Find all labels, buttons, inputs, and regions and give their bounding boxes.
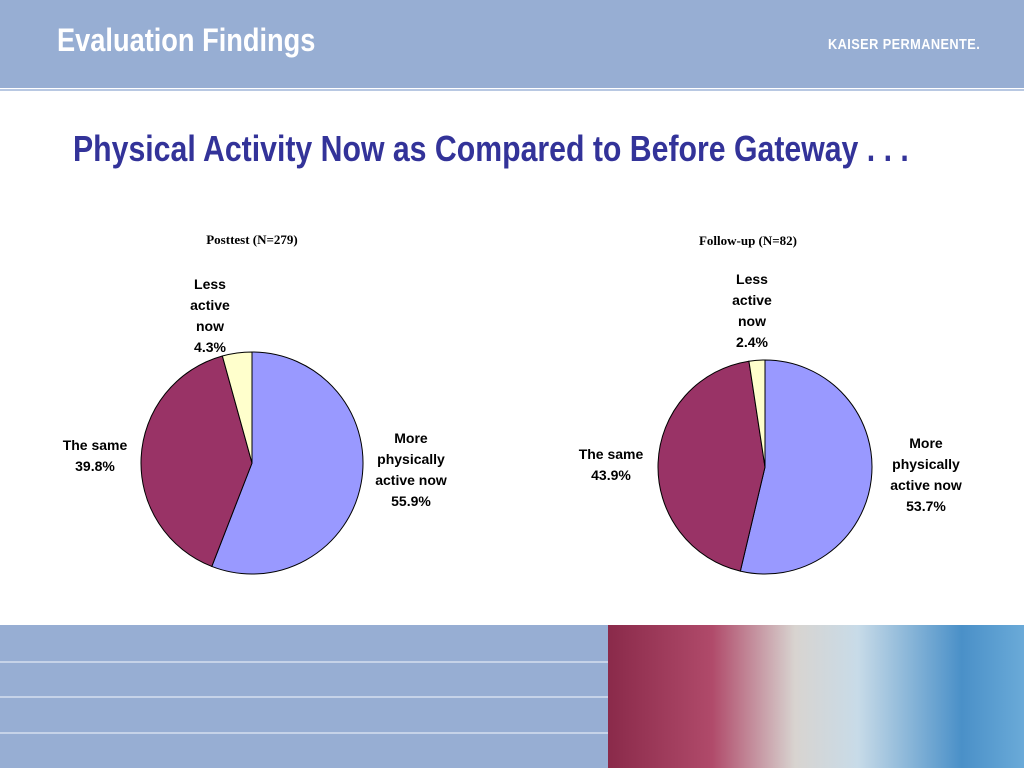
pie-slice <box>140 355 253 568</box>
pie-slice <box>221 351 253 464</box>
footer-rule <box>0 661 608 663</box>
photo <box>608 625 1024 768</box>
slice-label: The same 43.9% <box>566 444 656 486</box>
value-label: 39.8% <box>75 458 115 474</box>
header-title: Evaluation Findings <box>57 22 316 58</box>
slice-label: The same 39.8% <box>50 435 140 477</box>
category-label: Less active now <box>190 276 230 334</box>
slide-title: Physical Activity Now as Compared to Bef… <box>73 128 909 169</box>
pie-slice <box>748 359 766 468</box>
value-label: 2.4% <box>736 334 768 350</box>
slice-label: More physically active now 55.9% <box>366 428 456 512</box>
category-label: Less active now <box>732 271 772 329</box>
pie-slice <box>657 360 766 572</box>
slice-label: More physically active now 53.7% <box>881 433 971 517</box>
value-label: 53.7% <box>906 498 946 514</box>
header-band <box>0 0 1024 88</box>
value-label: 55.9% <box>391 493 431 509</box>
slice-label: Less active now 4.3% <box>180 274 240 358</box>
header-rule <box>0 89 1024 91</box>
category-label: The same <box>62 437 128 453</box>
footer-rule <box>0 732 608 734</box>
footer-rule <box>0 696 608 698</box>
category-label: The same <box>578 446 644 462</box>
category-label: More physically active now <box>890 435 962 493</box>
pie-slice <box>739 359 873 575</box>
slice-label: Less active now 2.4% <box>722 269 782 353</box>
chart-title: Follow-up (N=82) <box>698 233 798 248</box>
value-label: 4.3% <box>194 339 226 355</box>
logo: KAISER PERMANENTE. <box>828 36 981 53</box>
pie-slice <box>211 351 364 575</box>
category-label: More physically active now <box>375 430 447 488</box>
value-label: 43.9% <box>591 467 631 483</box>
chart-title: Posttest (N=279) <box>206 232 298 247</box>
